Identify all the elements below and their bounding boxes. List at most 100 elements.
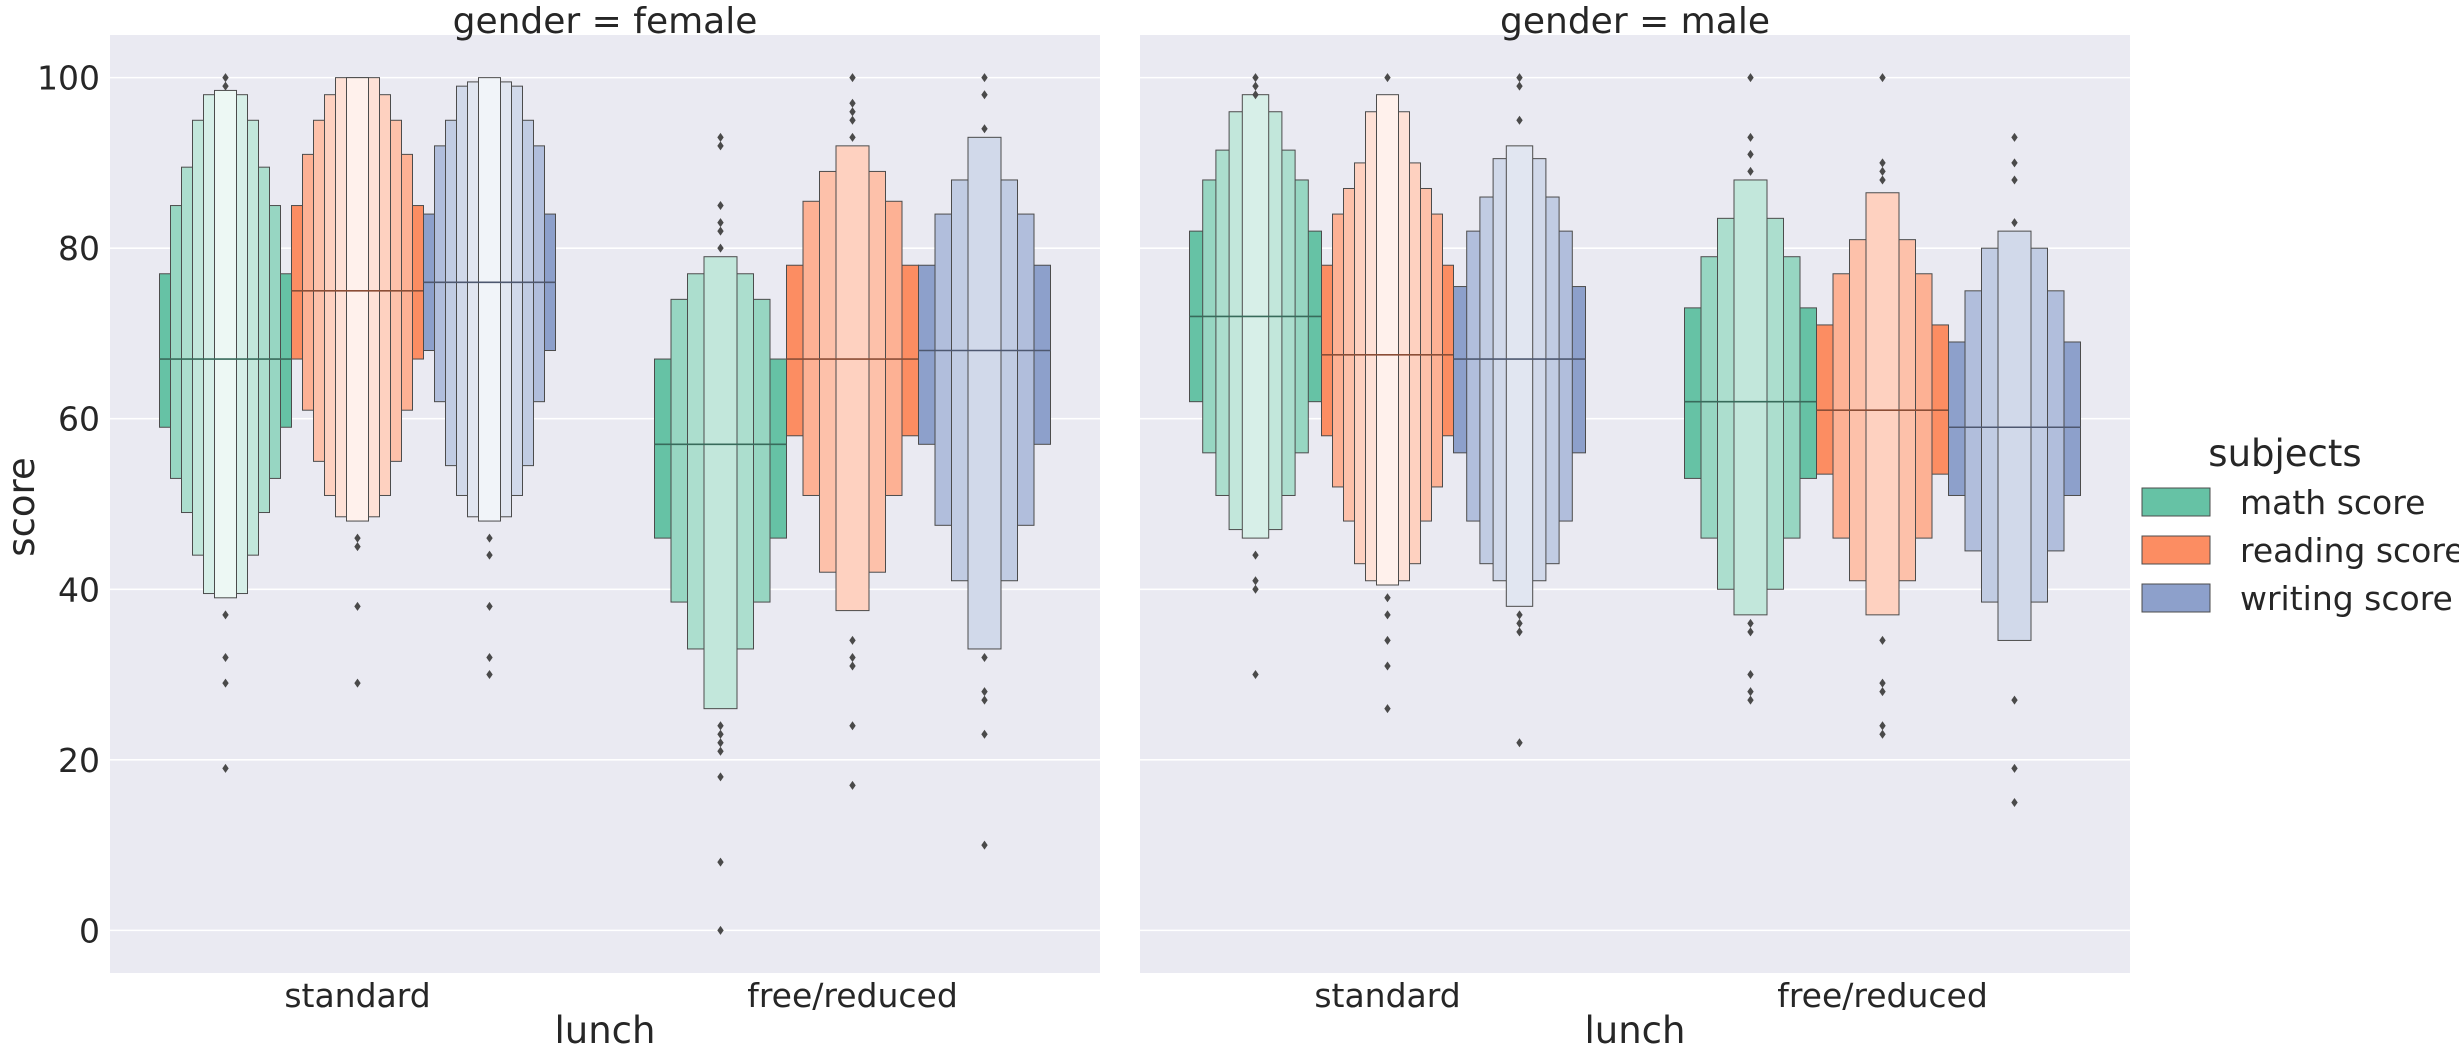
- boxen-level: [478, 77, 501, 522]
- outlier-point: [222, 81, 229, 91]
- outlier-point: [849, 107, 856, 117]
- x-tick-label: free/reduced: [747, 976, 958, 1015]
- outlier-point: [981, 687, 988, 697]
- outlier-point: [1516, 627, 1523, 637]
- outlier-point: [486, 670, 493, 680]
- legend-label: writing score: [2240, 579, 2453, 618]
- outlier-point: [1384, 635, 1391, 645]
- outlier-point: [1879, 175, 1886, 185]
- outlier-point: [486, 533, 493, 543]
- outlier-point: [1384, 704, 1391, 714]
- outlier-point: [849, 73, 856, 83]
- outlier-point: [1252, 90, 1259, 100]
- outlier-point: [849, 721, 856, 731]
- boxen-level: [214, 89, 237, 599]
- outlier-point: [849, 652, 856, 662]
- y-tick-label: 0: [79, 911, 100, 950]
- boxen-level: [1505, 145, 1534, 607]
- x-tick-label: standard: [1314, 976, 1460, 1015]
- outlier-point: [222, 763, 229, 773]
- y-tick-label: 80: [58, 229, 100, 268]
- outlier-point: [717, 201, 724, 211]
- boxen-level: [1997, 230, 2032, 641]
- outlier-point: [1516, 115, 1523, 125]
- boxen-level: [703, 256, 738, 710]
- outlier-point: [222, 610, 229, 620]
- outlier-point: [2011, 175, 2018, 185]
- outlier-point: [981, 124, 988, 134]
- legend-label: math score: [2240, 483, 2425, 522]
- outlier-point: [717, 738, 724, 748]
- outlier-point: [717, 721, 724, 731]
- outlier-point: [717, 729, 724, 739]
- boxen-level: [835, 145, 870, 612]
- outlier-point: [354, 533, 361, 543]
- boxen-level: [1865, 192, 1900, 616]
- x-tick-label: standard: [284, 976, 430, 1015]
- text-layer: gender = female gender = male lunch lunc…: [0, 1, 2362, 1052]
- marks-layer: [159, 73, 2081, 935]
- outlier-point: [849, 132, 856, 142]
- legend-swatch: [2141, 583, 2211, 613]
- outlier-point: [981, 729, 988, 739]
- outlier-point: [1747, 687, 1754, 697]
- y-tick-label: 100: [37, 59, 100, 98]
- legend-swatch: [2141, 487, 2211, 517]
- outlier-point: [1879, 158, 1886, 168]
- outlier-point: [1747, 73, 1754, 83]
- y-tick-label: 60: [58, 400, 100, 439]
- outlier-point: [1879, 687, 1886, 697]
- outlier-point: [1747, 166, 1754, 176]
- outlier-point: [1879, 635, 1886, 645]
- outlier-point: [354, 678, 361, 688]
- outlier-point: [1747, 670, 1754, 680]
- outlier-point: [849, 635, 856, 645]
- outlier-point: [2011, 763, 2018, 773]
- legend-title: subjects: [2208, 432, 2361, 475]
- boxen-level: [967, 136, 1002, 650]
- outlier-point: [981, 652, 988, 662]
- outlier-point: [2011, 695, 2018, 705]
- outlier-point: [1516, 738, 1523, 748]
- outlier-point: [717, 226, 724, 236]
- outlier-point: [2011, 797, 2018, 807]
- outlier-point: [1747, 695, 1754, 705]
- outlier-point: [1879, 678, 1886, 688]
- outlier-point: [486, 652, 493, 662]
- facet-title-female: gender = female: [453, 1, 758, 42]
- outlier-point: [1252, 576, 1259, 586]
- outlier-point: [849, 780, 856, 790]
- boxen-level: [1376, 94, 1399, 586]
- outlier-point: [1516, 81, 1523, 91]
- outlier-point: [2011, 132, 2018, 142]
- outlier-point: [2011, 218, 2018, 228]
- x-axis-label-male: lunch: [1585, 1009, 1686, 1052]
- outlier-point: [1747, 627, 1754, 637]
- boxen-level: [1733, 179, 1768, 616]
- outlier-point: [1516, 73, 1523, 83]
- facet-title-male: gender = male: [1500, 1, 1770, 42]
- outlier-point: [849, 661, 856, 671]
- y-tick-label: 40: [58, 570, 100, 609]
- legend-swatch: [2141, 535, 2211, 565]
- outlier-point: [849, 115, 856, 125]
- outlier-point: [1384, 73, 1391, 83]
- outlier-point: [1879, 73, 1886, 83]
- outlier-point: [717, 141, 724, 151]
- outlier-point: [717, 857, 724, 867]
- outlier-point: [1516, 610, 1523, 620]
- outlier-point: [2011, 158, 2018, 168]
- outlier-point: [1252, 670, 1259, 680]
- x-tick-label: free/reduced: [1777, 976, 1988, 1015]
- outlier-point: [981, 73, 988, 83]
- x-axis-label-female: lunch: [555, 1009, 656, 1052]
- outlier-point: [1747, 618, 1754, 628]
- y-tick-label: 20: [58, 741, 100, 780]
- outlier-point: [222, 652, 229, 662]
- legend: math score reading score writing score: [2141, 483, 2459, 618]
- outlier-point: [354, 542, 361, 552]
- outlier-point: [1252, 73, 1259, 83]
- outlier-point: [717, 925, 724, 935]
- outlier-point: [717, 132, 724, 142]
